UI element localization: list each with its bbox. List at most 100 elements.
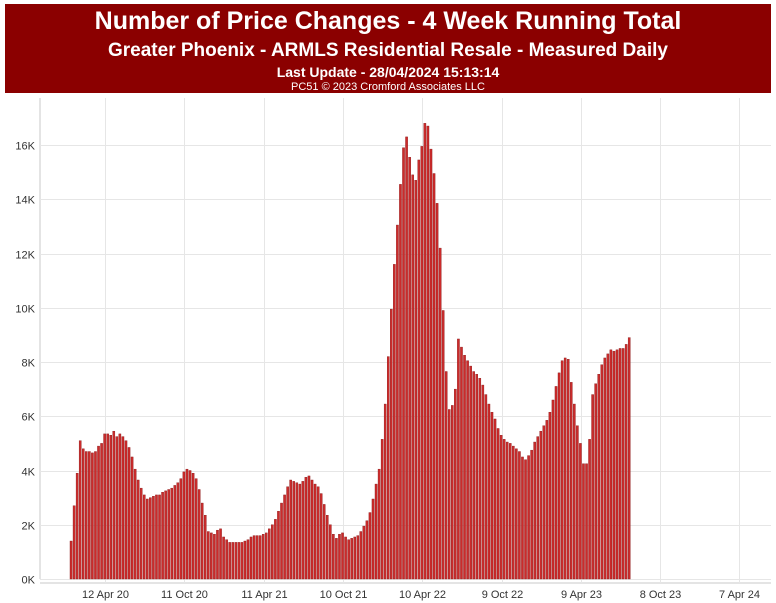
bar[interactable] xyxy=(490,411,494,580)
bar[interactable] xyxy=(460,346,463,580)
bar[interactable] xyxy=(493,418,497,580)
bar[interactable] xyxy=(310,479,314,580)
bar[interactable] xyxy=(100,443,103,580)
bar[interactable] xyxy=(463,355,466,580)
bar[interactable] xyxy=(426,125,430,580)
bar[interactable] xyxy=(72,505,76,580)
bar[interactable] xyxy=(509,443,512,580)
bar[interactable] xyxy=(255,535,259,580)
bar[interactable] xyxy=(277,510,280,580)
bar[interactable] xyxy=(481,384,485,580)
bar[interactable] xyxy=(81,448,85,580)
bar[interactable] xyxy=(307,475,311,580)
bar[interactable] xyxy=(203,515,207,580)
bar[interactable] xyxy=(133,468,137,580)
bar[interactable] xyxy=(380,439,384,580)
bar[interactable] xyxy=(560,360,564,580)
bar[interactable] xyxy=(261,534,265,580)
bar[interactable] xyxy=(548,411,552,580)
bar[interactable] xyxy=(142,494,146,580)
bar[interactable] xyxy=(420,146,424,580)
bar[interactable] xyxy=(374,483,378,580)
bar[interactable] xyxy=(231,542,234,580)
bar[interactable] xyxy=(109,435,113,580)
bar[interactable] xyxy=(225,539,228,580)
bar[interactable] xyxy=(542,425,546,580)
bar[interactable] xyxy=(329,524,332,580)
bar[interactable] xyxy=(362,525,366,580)
bar[interactable] xyxy=(585,463,588,580)
bar[interactable] xyxy=(222,536,225,580)
bar[interactable] xyxy=(139,487,143,580)
bar[interactable] xyxy=(161,492,164,580)
bar[interactable] xyxy=(292,481,295,580)
bar[interactable] xyxy=(338,534,341,580)
bar[interactable] xyxy=(280,502,283,580)
bar[interactable] xyxy=(554,386,558,580)
bar[interactable] xyxy=(423,123,427,580)
bar[interactable] xyxy=(246,539,250,580)
bar[interactable] xyxy=(182,471,186,580)
bar[interactable] xyxy=(624,344,628,580)
bar[interactable] xyxy=(402,147,405,580)
bar[interactable] xyxy=(371,498,375,580)
bar[interactable] xyxy=(414,180,417,580)
bar[interactable] xyxy=(609,349,613,580)
bar[interactable] xyxy=(78,440,82,580)
bar[interactable] xyxy=(121,436,125,580)
bar[interactable] xyxy=(365,520,369,580)
bar[interactable] xyxy=(75,473,79,580)
bar[interactable] xyxy=(136,479,140,580)
bar[interactable] xyxy=(505,441,509,580)
bar[interactable] xyxy=(573,403,576,580)
bar[interactable] xyxy=(533,441,536,580)
bar[interactable] xyxy=(249,536,253,580)
bar[interactable] xyxy=(344,536,347,580)
bar[interactable] xyxy=(448,409,451,580)
bar[interactable] xyxy=(451,405,454,580)
bar[interactable] xyxy=(188,470,192,580)
bar[interactable] xyxy=(441,310,445,580)
bar[interactable] xyxy=(319,493,323,580)
bar[interactable] xyxy=(557,372,561,580)
bar[interactable] xyxy=(326,515,329,580)
bar[interactable] xyxy=(502,439,506,580)
bar[interactable] xyxy=(301,481,305,580)
bar[interactable] xyxy=(576,425,579,580)
bar[interactable] xyxy=(283,494,286,580)
bar[interactable] xyxy=(289,479,292,580)
bar[interactable] xyxy=(387,356,390,580)
bar[interactable] xyxy=(91,452,94,580)
bar[interactable] xyxy=(167,489,170,580)
bar[interactable] xyxy=(194,478,198,580)
bar[interactable] xyxy=(591,394,594,580)
bar[interactable] xyxy=(563,357,567,580)
bar[interactable] xyxy=(411,174,414,580)
bar[interactable] xyxy=(588,439,591,580)
bar[interactable] xyxy=(612,350,616,580)
bar[interactable] xyxy=(356,535,360,580)
bar[interactable] xyxy=(228,542,231,580)
bar[interactable] xyxy=(566,359,570,580)
bar[interactable] xyxy=(579,443,582,580)
bar[interactable] xyxy=(335,538,338,580)
bar[interactable] xyxy=(274,519,277,580)
bar[interactable] xyxy=(85,451,88,580)
bar[interactable] xyxy=(149,497,152,580)
bar[interactable] xyxy=(600,364,604,580)
bar[interactable] xyxy=(341,532,344,580)
bar[interactable] xyxy=(618,348,622,580)
bar[interactable] xyxy=(115,436,119,580)
bar[interactable] xyxy=(118,433,122,580)
bar[interactable] xyxy=(478,378,482,580)
bar[interactable] xyxy=(152,496,155,580)
bar[interactable] xyxy=(466,360,469,580)
bar[interactable] xyxy=(377,468,381,580)
bar[interactable] xyxy=(469,365,472,580)
bar[interactable] xyxy=(316,486,320,580)
bar[interactable] xyxy=(210,532,213,580)
bar[interactable] xyxy=(146,498,149,580)
bar[interactable] xyxy=(512,445,515,580)
bar[interactable] xyxy=(268,528,271,580)
bar[interactable] xyxy=(200,502,204,580)
